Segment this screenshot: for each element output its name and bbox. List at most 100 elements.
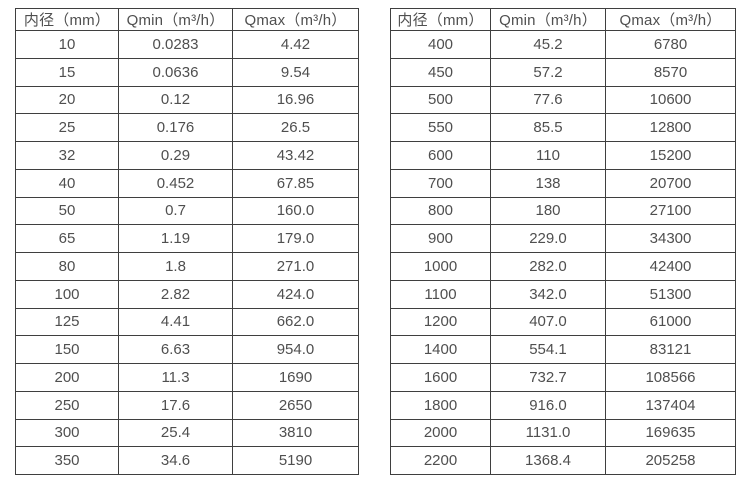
table-row: 2200 1368.4 205258 — [390, 446, 736, 475]
qmin-cell: 0.0283 — [118, 30, 233, 59]
diameter-cell: 2200 — [390, 446, 491, 475]
diameter-cell: 1800 — [390, 390, 491, 420]
diameter-cell: 32 — [15, 141, 119, 170]
diameter-cell: 300 — [15, 418, 119, 448]
table-row: 600 110 15200 — [390, 141, 736, 170]
diameter-cell: 50 — [15, 196, 119, 226]
qmin-cell: 0.0636 — [118, 57, 233, 87]
qmax-cell: 34300 — [605, 224, 736, 253]
diameter-cell: 1600 — [390, 363, 491, 392]
table-row: 550 85.5 12800 — [390, 113, 736, 142]
qmin-cell: 1368.4 — [490, 446, 606, 475]
qmax-cell: 179.0 — [232, 224, 359, 253]
qmin-cell: 0.452 — [118, 168, 233, 198]
diameter-cell: 1400 — [390, 335, 491, 364]
qmin-cell: 4.41 — [118, 307, 233, 337]
qmin-cell: 342.0 — [490, 279, 606, 309]
table-row: 100 2.82 424.0 — [15, 279, 359, 309]
table-row: 1600 732.7 108566 — [390, 363, 736, 392]
table-row: 1400 554.1 83121 — [390, 335, 736, 364]
qmax-cell: 9.54 — [232, 57, 359, 87]
table-row: 80 1.8 271.0 — [15, 252, 359, 281]
column-header: Qmax（m³/h） — [232, 8, 359, 31]
diameter-cell: 250 — [15, 390, 119, 420]
qmax-cell: 160.0 — [232, 196, 359, 226]
diameter-cell: 150 — [15, 335, 119, 364]
qmax-cell: 205258 — [605, 446, 736, 475]
qmin-cell: 45.2 — [490, 30, 606, 59]
qmin-cell: 916.0 — [490, 390, 606, 420]
table-row: 40 0.452 67.85 — [15, 168, 359, 198]
qmin-cell: 138 — [490, 168, 606, 198]
qmax-cell: 27100 — [605, 196, 736, 226]
diameter-cell: 125 — [15, 307, 119, 337]
qmax-cell: 26.5 — [232, 113, 359, 142]
qmax-cell: 15200 — [605, 141, 736, 170]
diameter-cell: 600 — [390, 141, 491, 170]
qmax-cell: 271.0 — [232, 252, 359, 281]
qmin-cell: 17.6 — [118, 390, 233, 420]
qmin-cell: 407.0 — [490, 307, 606, 337]
table-row: 20 0.12 16.96 — [15, 85, 359, 115]
qmax-cell: 61000 — [605, 307, 736, 337]
diameter-cell: 2000 — [390, 418, 491, 448]
table-row: 32 0.29 43.42 — [15, 141, 359, 170]
diameter-cell: 20 — [15, 85, 119, 115]
qmax-cell: 4.42 — [232, 30, 359, 59]
table-row: 65 1.19 179.0 — [15, 224, 359, 253]
qmin-cell: 180 — [490, 196, 606, 226]
diameter-cell: 550 — [390, 113, 491, 142]
diameter-cell: 700 — [390, 168, 491, 198]
table-row: 200 11.3 1690 — [15, 363, 359, 392]
table-row: 1000 282.0 42400 — [390, 252, 736, 281]
table-row: 25 0.176 26.5 — [15, 113, 359, 142]
column-header: 内径（mm） — [390, 8, 491, 31]
qmax-cell: 424.0 — [232, 279, 359, 309]
table-row: 1200 407.0 61000 — [390, 307, 736, 337]
qmax-cell: 83121 — [605, 335, 736, 364]
qmin-cell: 1131.0 — [490, 418, 606, 448]
table-row: 400 45.2 6780 — [390, 30, 736, 59]
qmax-cell: 16.96 — [232, 85, 359, 115]
qmax-cell: 12800 — [605, 113, 736, 142]
qmin-cell: 1.19 — [118, 224, 233, 253]
flow-spec-table-small-diameters: 内径（mm） Qmin（m³/h） Qmax（m³/h） 10 0.0283 4.42 15… — [15, 8, 359, 475]
qmax-cell: 662.0 — [232, 307, 359, 337]
qmax-cell: 169635 — [605, 418, 736, 448]
diameter-cell: 80 — [15, 252, 119, 281]
table-row: 125 4.41 662.0 — [15, 307, 359, 337]
qmin-cell: 554.1 — [490, 335, 606, 364]
qmin-cell: 0.12 — [118, 85, 233, 115]
diameter-cell: 500 — [390, 85, 491, 115]
table-row: 700 138 20700 — [390, 168, 736, 198]
qmin-cell: 6.63 — [118, 335, 233, 364]
diameter-cell: 100 — [15, 279, 119, 309]
table-row: 800 180 27100 — [390, 196, 736, 226]
table-row: 50 0.7 160.0 — [15, 196, 359, 226]
qmax-cell: 51300 — [605, 279, 736, 309]
qmax-cell: 42400 — [605, 252, 736, 281]
qmin-cell: 2.82 — [118, 279, 233, 309]
qmax-cell: 108566 — [605, 363, 736, 392]
qmin-cell: 282.0 — [490, 252, 606, 281]
table-row: 1800 916.0 137404 — [390, 390, 736, 420]
column-header: 内径（mm） — [15, 8, 119, 31]
diameter-cell: 1200 — [390, 307, 491, 337]
diameter-cell: 40 — [15, 168, 119, 198]
diameter-cell: 10 — [15, 30, 119, 59]
table-row: 15 0.0636 9.54 — [15, 57, 359, 87]
table-row: 900 229.0 34300 — [390, 224, 736, 253]
qmax-cell: 2650 — [232, 390, 359, 420]
qmin-cell: 0.7 — [118, 196, 233, 226]
qmax-cell: 43.42 — [232, 141, 359, 170]
table-row: 300 25.4 3810 — [15, 418, 359, 448]
table-row: 500 77.6 10600 — [390, 85, 736, 115]
diameter-cell: 15 — [15, 57, 119, 87]
qmax-cell: 8570 — [605, 57, 736, 87]
qmin-cell: 11.3 — [118, 363, 233, 392]
qmin-cell: 0.29 — [118, 141, 233, 170]
qmax-cell: 137404 — [605, 390, 736, 420]
qmax-cell: 5190 — [232, 446, 359, 475]
table-row: 2000 1131.0 169635 — [390, 418, 736, 448]
